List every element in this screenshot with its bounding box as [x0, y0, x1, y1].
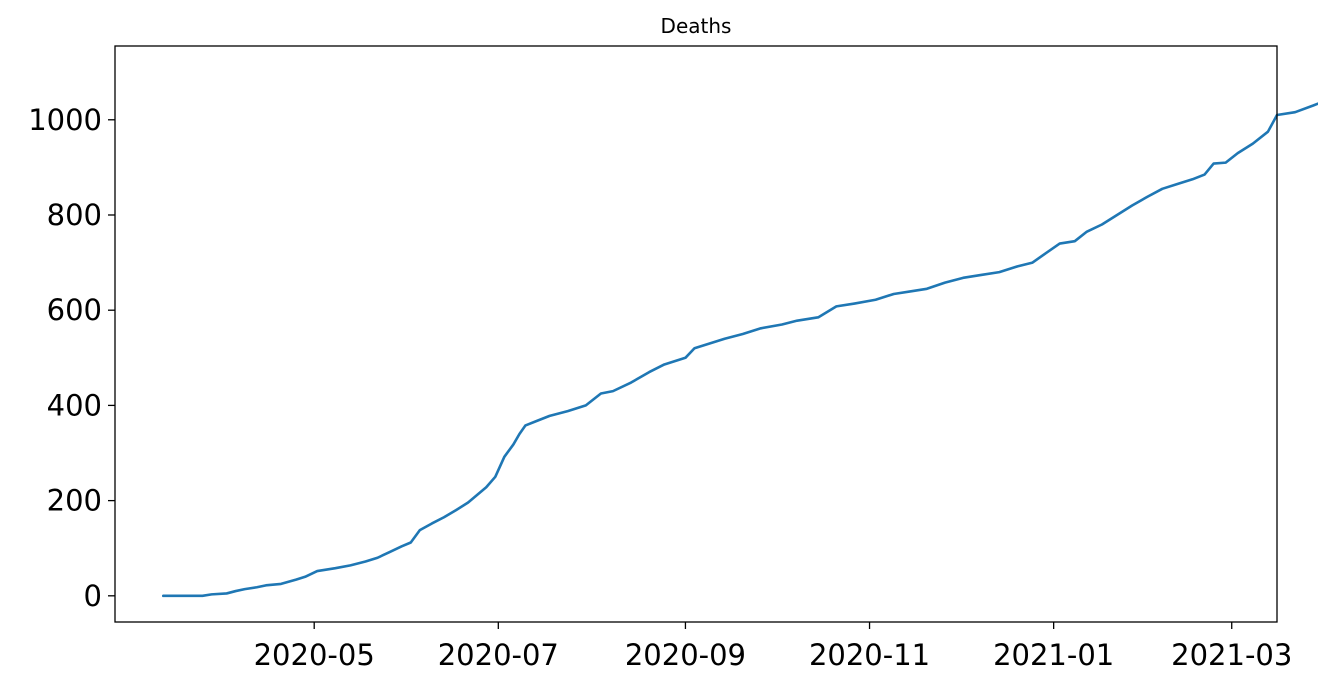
- y-tick-label: 1000: [28, 103, 102, 137]
- axes-frame: [115, 46, 1277, 622]
- y-tick-label: 0: [84, 579, 102, 613]
- x-tick-label: 2020-09: [625, 638, 746, 672]
- plot-area: [163, 73, 1318, 596]
- x-tick-label: 2021-03: [1171, 638, 1292, 672]
- x-axis: 2020-05 2020-07 2020-09 2020-11 2021-01 2021-…: [254, 622, 1293, 672]
- y-tick-label: 600: [47, 293, 102, 327]
- series-line-0: [163, 73, 1318, 596]
- y-tick-label: 200: [47, 484, 102, 518]
- y-tick-label: 800: [47, 198, 102, 232]
- x-tick-label: 2020-05: [254, 638, 375, 672]
- x-tick-label: 2020-11: [809, 638, 930, 672]
- chart-title: Deaths: [661, 14, 732, 38]
- y-axis: 0 200 400 600 800 1000: [28, 103, 115, 613]
- y-tick-label: 400: [47, 388, 102, 422]
- x-tick-label: 2020-07: [438, 638, 559, 672]
- x-tick-label: 2021-01: [993, 638, 1114, 672]
